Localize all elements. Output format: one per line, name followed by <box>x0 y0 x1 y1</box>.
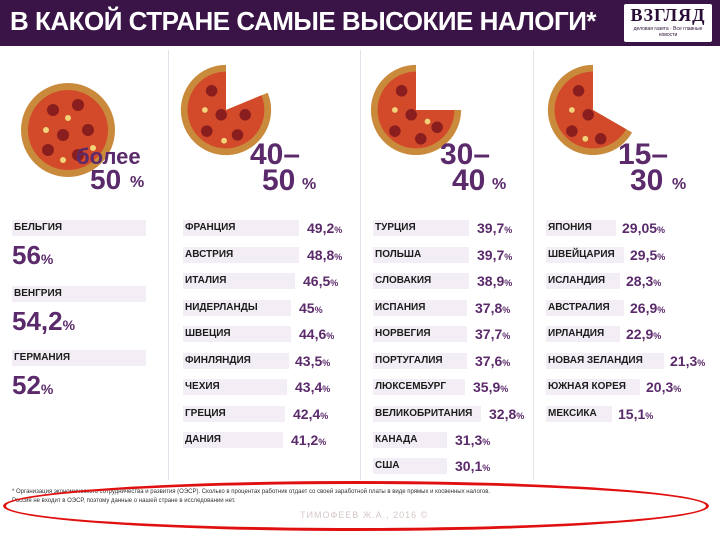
column-divider <box>533 50 534 480</box>
pizza-icon <box>180 64 272 156</box>
tax-value: 52% <box>12 370 54 400</box>
country-label: БЕЛЬГИЯ <box>12 220 146 236</box>
percent-sign: % <box>492 176 507 193</box>
bracket-bottom: 50 <box>262 164 296 197</box>
pizza-icon <box>547 64 633 156</box>
bracket-bottom: 30 <box>630 164 664 197</box>
pizza-icon <box>370 64 462 156</box>
percent-sign: % <box>302 176 317 193</box>
bracket-top: 15– <box>618 138 669 171</box>
bracket-bottom: 50 <box>90 164 122 195</box>
percent-sign: % <box>672 176 687 193</box>
bracket-top: более <box>76 144 141 169</box>
header-banner: В КАКОЙ СТРАНЕ САМЫЕ ВЫСОКИЕ НАЛОГИ* ВЗГ… <box>0 0 720 46</box>
bracket-bottom: 40 <box>452 164 486 197</box>
column-divider <box>360 50 361 480</box>
tax-value: 56% <box>12 240 54 270</box>
column-divider <box>168 50 169 480</box>
country-label: ГЕРМАНИЯ <box>12 350 146 366</box>
page-title: В КАКОЙ СТРАНЕ САМЫЕ ВЫСОКИЕ НАЛОГИ* <box>10 6 597 36</box>
bracket-top: 30– <box>440 138 491 171</box>
tax-value: 54,2% <box>12 306 76 336</box>
bracket-top: 40– <box>250 138 301 171</box>
percent-sign: % <box>130 174 145 191</box>
country-label: ВЕНГРИЯ <box>12 286 146 302</box>
highlight-ellipse <box>3 481 709 531</box>
vzglyad-logo: ВЗГЛЯД деловая газета · Все главные ново… <box>624 4 712 42</box>
pizza-icon <box>21 83 115 177</box>
